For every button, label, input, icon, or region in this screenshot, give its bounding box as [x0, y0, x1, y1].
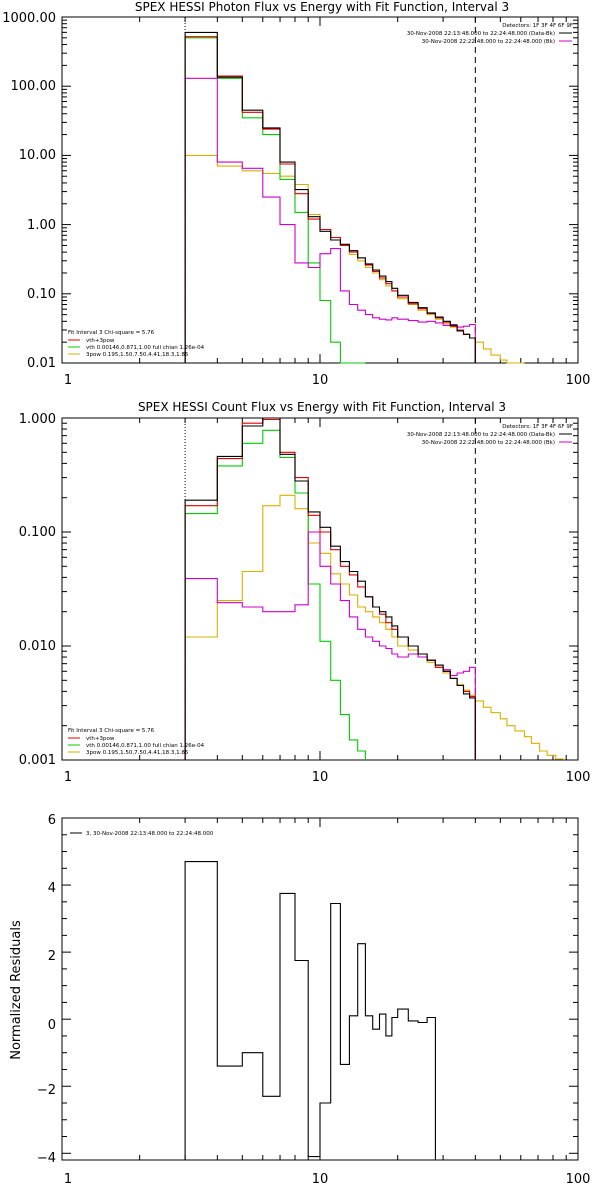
residuals-xtick-1: 1 — [64, 1172, 72, 1187]
count-flux-ytick-2: 0.100 — [19, 525, 56, 540]
series-data-bk-line — [184, 31, 476, 363]
photon-flux-plot-frame — [61, 16, 579, 364]
count-flux-series — [184, 417, 565, 760]
photon-flux-xtick-1: 1 — [64, 373, 72, 388]
series-3pow-line — [184, 494, 565, 760]
residuals-xtick-10: 10 — [312, 1172, 329, 1187]
residuals-ytick-6: 6 — [48, 813, 56, 828]
photon-flux-series — [184, 31, 525, 364]
residuals-xtick-100: 100 — [566, 1172, 591, 1187]
residuals-ytick-0: 0 — [48, 1018, 56, 1033]
photon-flux-title: SPEX HESSI Photon Flux vs Energy with Fi… — [135, 0, 509, 14]
count-legend-detectors: Detectors: 1F 3F 4F 6F 9F — [502, 424, 573, 430]
count-legend-fit-interval: Fit Interval 3 Chi-square = 5.76 — [68, 728, 155, 734]
series-bk-line — [184, 531, 476, 760]
series-residuals-line — [184, 861, 436, 1160]
count-legend-bk: 30-Nov-2008 22:22:48.000 to 22:24:48.000… — [422, 440, 555, 446]
series-vth-3pow-line — [184, 418, 476, 760]
photon-legend-3pow: 3pow 0.195,1.50,7.50,4.41,18.3,1.85 — [86, 352, 189, 358]
residuals-y-axis-label: Normalized Residuals — [9, 920, 24, 1060]
photon-flux-ytick-0: 0.01 — [27, 356, 56, 371]
count-flux-xtick-10: 10 — [312, 770, 329, 785]
count-flux-boundary-lines — [184, 418, 476, 760]
series-vth-line — [184, 429, 366, 760]
photon-legend-fit-interval: Fit Interval 3 Chi-square = 5.76 — [68, 330, 155, 336]
photon-flux-ytick-1: 0.10 — [27, 287, 56, 302]
series-data-bk-line — [184, 417, 476, 760]
count-flux-legend-top: Detectors: 1F 3F 4F 6F 9F 30-Nov-2008 22… — [407, 424, 573, 446]
residuals-ytick-neg2: −2 — [37, 1083, 56, 1098]
count-flux-title: SPEX HESSI Count Flux vs Energy with Fit… — [138, 400, 506, 414]
series-3pow-line — [184, 154, 525, 364]
residuals-ticks — [61, 817, 578, 1160]
photon-flux-ytick-3: 10.00 — [19, 148, 56, 163]
count-flux-ytick-3: 1.000 — [19, 412, 56, 427]
residuals-ytick-2: 2 — [48, 949, 56, 964]
count-flux-ytick-1: 0.010 — [19, 639, 56, 654]
photon-legend-detectors: Detectors: 1F 3F 4F 6F 9F — [502, 23, 573, 29]
series-bk-line — [184, 77, 476, 363]
photon-flux-ytick-4: 100.00 — [11, 79, 57, 94]
photon-flux-xtick-10: 10 — [312, 373, 329, 388]
series-vth-line — [184, 37, 366, 364]
photon-flux-legend-bottom: Fit Interval 3 Chi-square = 5.76 vth+3po… — [68, 330, 205, 358]
photon-flux-legend-top: Detectors: 1F 3F 4F 6F 9F 30-Nov-2008 22… — [407, 23, 573, 45]
count-flux-panel: SPEX HESSI Count Flux vs Energy with Fit… — [19, 400, 591, 785]
series-vth-3pow-line — [184, 36, 476, 363]
count-legend-vth: vth 0.00146,0.871,1.00 full chian 1.26e-… — [86, 743, 205, 749]
count-flux-ytick-0: 0.001 — [19, 753, 56, 768]
photon-flux-ytick-5: 1000.00 — [2, 11, 56, 26]
count-flux-legend-bottom: Fit Interval 3 Chi-square = 5.76 vth+3po… — [68, 728, 205, 756]
residuals-ytick-4: 4 — [48, 881, 56, 896]
photon-flux-ticks — [61, 17, 578, 364]
count-legend-vth3pow: vth+3pow — [86, 736, 115, 742]
photon-flux-ytick-2: 1.00 — [27, 218, 56, 233]
residuals-legend-label: 3, 30-Nov-2008 22:13:48.000 to 22:24:48.… — [86, 831, 214, 837]
photon-legend-bk: 30-Nov-2008 22:22:48.000 to 22:24:48.000… — [422, 39, 555, 45]
count-flux-xtick-100: 100 — [566, 770, 591, 785]
photon-legend-vth3pow: vth+3pow — [86, 338, 115, 344]
residuals-series — [184, 861, 436, 1160]
photon-flux-panel: SPEX HESSI Photon Flux vs Energy with Fi… — [2, 0, 590, 388]
count-legend-3pow: 3pow 0.195,1.50,7.50,4.41,18.3,1.85 — [86, 750, 189, 756]
photon-flux-xtick-100: 100 — [566, 373, 591, 388]
residuals-ytick-neg4: −4 — [37, 1151, 56, 1166]
photon-legend-vth: vth 0.00146,0.871,1.00 full chian 1.26e-… — [86, 345, 205, 351]
photon-legend-data-bk: 30-Nov-2008 22:13:48.000 to 22:24:48.000… — [407, 31, 555, 37]
count-legend-data-bk: 30-Nov-2008 22:13:48.000 to 22:24:48.000… — [407, 432, 555, 438]
count-flux-xtick-1: 1 — [64, 770, 72, 785]
residuals-panel: 1 10 100 −4 −2 0 2 4 6 Normalized Residu… — [9, 813, 590, 1187]
